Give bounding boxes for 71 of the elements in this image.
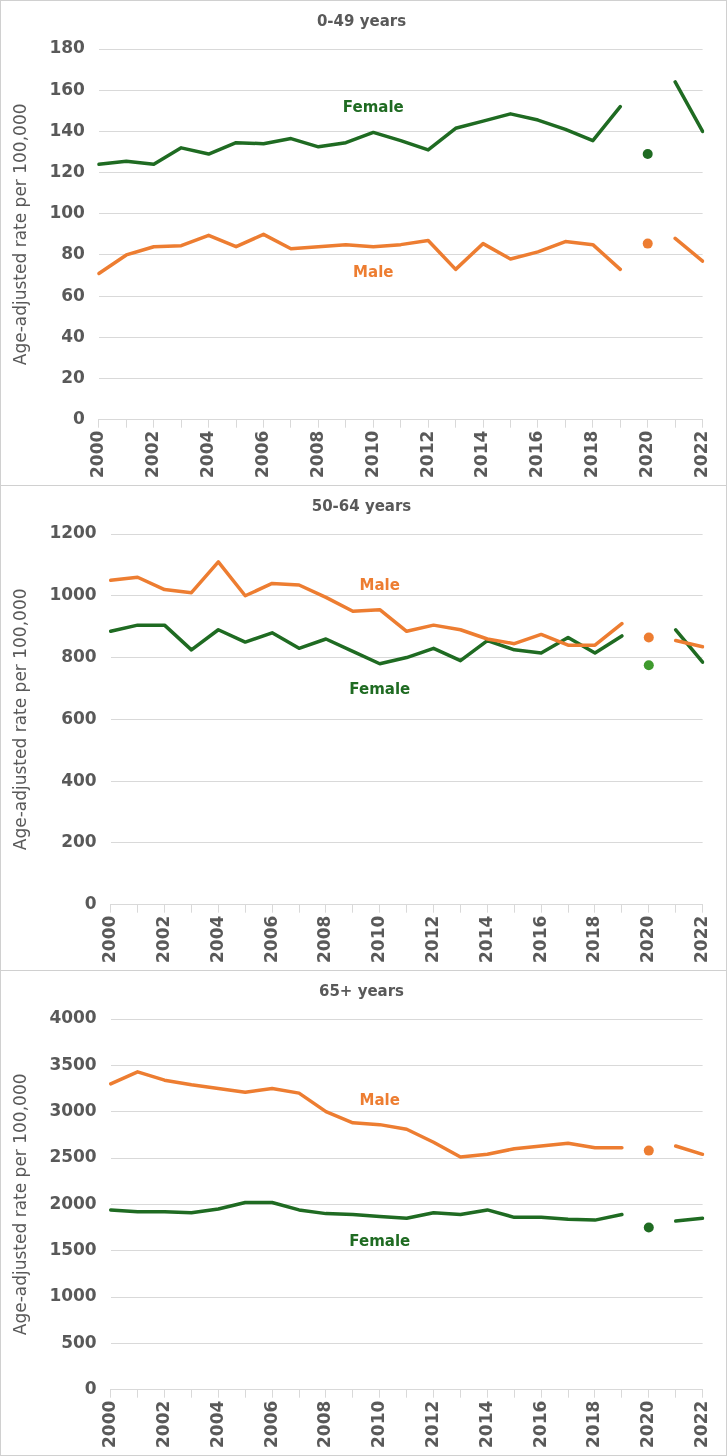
x-tick-label: 2020 (637, 915, 658, 964)
y-tick-label: 40 (61, 325, 86, 346)
x-tick-label: 2006 (251, 430, 272, 479)
y-tick-label: 1000 (49, 584, 97, 605)
x-tick-label: 2002 (152, 915, 173, 964)
series-label: Male (359, 1090, 400, 1109)
x-tick-label: 2020 (637, 1400, 658, 1449)
series-label: Female (342, 98, 404, 117)
y-tick-label: 120 (49, 160, 86, 181)
y-tick-label: 1200 (49, 522, 97, 543)
x-tick-label: 2018 (583, 1400, 604, 1449)
x-tick-label: 2016 (529, 1400, 550, 1449)
y-tick-label: 60 (61, 284, 86, 305)
series-label: Female (349, 1232, 411, 1251)
y-tick-label: 20 (61, 366, 86, 387)
x-tick-label: 2022 (691, 430, 712, 479)
x-tick-label: 2004 (206, 915, 227, 964)
x-tick-label: 2014 (471, 430, 492, 479)
series-label: Male (359, 575, 400, 594)
y-tick-label: 400 (61, 769, 97, 790)
series-label: Female (349, 679, 411, 698)
y-tick-label: 180 (49, 37, 86, 58)
x-tick-label: 2008 (314, 915, 335, 964)
y-tick-label: 2500 (49, 1146, 97, 1167)
y-tick-label: 3000 (49, 1100, 97, 1121)
x-tick-label: 2012 (421, 915, 442, 964)
y-tick-label: 140 (49, 119, 86, 140)
y-tick-label: 3500 (49, 1053, 97, 1074)
series-label: Male (353, 262, 394, 281)
y-tick-label: 4000 (49, 1007, 97, 1028)
x-tick-label: 2018 (583, 915, 604, 964)
y-tick-label: 200 (61, 831, 97, 852)
x-tick-label: 2010 (361, 430, 382, 479)
x-tick-label: 2014 (475, 1400, 496, 1449)
y-tick-label: 80 (61, 243, 86, 264)
y-tick-label: 160 (49, 78, 86, 99)
chart-title: 50-64 years (311, 496, 412, 515)
y-tick-label: 500 (61, 1331, 97, 1352)
x-tick-label: 2002 (152, 1400, 173, 1449)
x-tick-label: 2016 (529, 915, 550, 964)
y-tick-label: 0 (73, 408, 86, 429)
x-tick-label: 2018 (581, 430, 602, 479)
y-tick-label: 600 (61, 707, 97, 728)
x-tick-label: 2022 (691, 1400, 712, 1449)
x-tick-label: 2022 (691, 915, 712, 964)
x-tick-label: 2012 (416, 430, 437, 479)
y-axis-title: Age-adjusted rate per 100,000 (9, 588, 30, 851)
x-tick-label: 2010 (368, 915, 389, 964)
x-tick-label: 2010 (368, 1400, 389, 1449)
y-tick-label: 100 (49, 202, 86, 223)
y-tick-label: 800 (61, 645, 97, 666)
chart-title: 0-49 years (316, 11, 407, 30)
chart-title: 65+ years (318, 981, 405, 1000)
x-tick-label: 2008 (314, 1400, 335, 1449)
x-tick-label: 2002 (142, 430, 163, 479)
y-tick-label: 2000 (49, 1192, 97, 1213)
x-tick-label: 2014 (475, 915, 496, 964)
y-tick-label: 0 (84, 893, 97, 914)
y-axis-title: Age-adjusted rate per 100,000 (9, 103, 30, 366)
x-tick-label: 2006 (260, 1400, 281, 1449)
x-tick-label: 2012 (421, 1400, 442, 1449)
x-tick-label: 2006 (260, 915, 281, 964)
x-tick-label: 2008 (306, 430, 327, 479)
x-tick-label: 2016 (526, 430, 547, 479)
y-tick-label: 1500 (49, 1239, 97, 1260)
x-tick-label: 2004 (197, 430, 218, 479)
x-tick-label: 2004 (206, 1400, 227, 1449)
y-axis-title: Age-adjusted rate per 100,000 (9, 1073, 30, 1336)
y-tick-label: 1000 (49, 1285, 97, 1306)
x-tick-label: 2020 (636, 430, 657, 479)
y-tick-label: 0 (84, 1378, 97, 1399)
